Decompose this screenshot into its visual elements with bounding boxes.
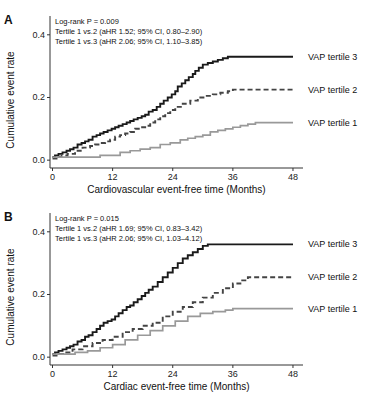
x-tick-label: 12 xyxy=(108,369,118,379)
y-tick xyxy=(47,294,50,295)
x-tick-label: 36 xyxy=(228,172,238,182)
x-tick-label: 0 xyxy=(50,369,55,379)
step-line xyxy=(53,277,293,355)
step-line xyxy=(53,244,293,354)
series-label: VAP tertile 3 xyxy=(308,52,357,62)
annotation-line: Log-rank P = 0.009 xyxy=(55,17,119,26)
series-label: VAP tertile 2 xyxy=(308,272,357,282)
x-tick xyxy=(52,168,53,171)
y-axis-label: Cumulative event rate xyxy=(5,51,16,149)
annotation-line: Log-rank P = 0.015 xyxy=(55,214,119,223)
x-tick-label: 36 xyxy=(228,369,238,379)
x-tick-label: 48 xyxy=(288,369,298,379)
x-tick-label: 24 xyxy=(168,172,178,182)
y-tick-label: 0.0 xyxy=(32,352,45,362)
x-axis-line xyxy=(50,365,303,366)
panel: 0 12 24 36 48 0.0 0.2 0.4 Cardiac event-free tim… xyxy=(4,210,357,392)
series-label: VAP tertile 2 xyxy=(308,85,357,95)
panel-label: A xyxy=(4,13,13,27)
y-tick xyxy=(47,97,50,98)
y-axis-label: Cumulative event rate xyxy=(5,248,16,346)
plot-area xyxy=(53,57,293,159)
step-line xyxy=(53,123,293,157)
x-tick xyxy=(112,365,113,368)
annotation-line: Tertile 1 vs.3 (aHR 2.06; 95% CI, 1.10–3… xyxy=(55,37,203,46)
y-tick xyxy=(47,231,50,232)
y-tick-label: 0.0 xyxy=(32,155,45,165)
y-tick-label: 0.2 xyxy=(32,289,45,299)
chart: 0 12 24 36 48 0.0 0.2 0.4 Cardiovascular event-f… xyxy=(0,0,383,401)
x-tick xyxy=(172,168,173,171)
series-label: VAP tertile 1 xyxy=(308,304,357,314)
y-tick-label: 0.4 xyxy=(32,30,45,40)
series-label: VAP tertile 1 xyxy=(308,118,357,128)
step-line xyxy=(53,90,293,159)
x-tick xyxy=(112,168,113,171)
x-tick-label: 24 xyxy=(168,369,178,379)
y-tick xyxy=(47,34,50,35)
plot-area xyxy=(53,244,293,355)
x-tick xyxy=(172,365,173,368)
y-tick-label: 0.2 xyxy=(32,92,45,102)
x-axis-label: Cardiovascular event-free time (Months) xyxy=(87,184,265,195)
x-tick xyxy=(52,365,53,368)
step-line xyxy=(53,309,293,354)
y-tick-label: 0.4 xyxy=(32,227,45,237)
x-tick-label: 48 xyxy=(288,172,298,182)
y-axis-line xyxy=(50,16,51,168)
x-tick xyxy=(292,365,293,368)
y-tick xyxy=(47,160,50,161)
panel: 0 12 24 36 48 0.0 0.2 0.4 Cardiovascular event-f… xyxy=(4,13,357,195)
annotation: Log-rank P = 0.009Tertile 1 vs.2 (aHR 1.… xyxy=(55,17,203,46)
annotation: Log-rank P = 0.015Tertile 1 vs.2 (aHR 1.… xyxy=(55,214,203,243)
x-tick xyxy=(292,168,293,171)
x-axis-line xyxy=(50,168,303,169)
annotation-line: Tertile 1 vs.3 (aHR 2.06; 95% CI, 1.03–4… xyxy=(55,234,203,243)
annotation-line: Tertile 1 vs.2 (aHR 1.69; 95% CI, 0.83–3… xyxy=(55,224,203,233)
x-tick-label: 0 xyxy=(50,172,55,182)
y-tick xyxy=(47,357,50,358)
x-axis-label: Cardiac event-free time (Months) xyxy=(103,381,249,392)
panel-label: B xyxy=(4,210,13,224)
x-tick-label: 12 xyxy=(108,172,118,182)
x-tick xyxy=(232,365,233,368)
annotation-line: Tertile 1 vs.2 (aHR 1.52; 95% CI, 0.80–2… xyxy=(55,27,203,36)
y-axis-line xyxy=(50,213,51,365)
series-label: VAP tertile 3 xyxy=(308,239,357,249)
x-tick xyxy=(232,168,233,171)
step-line xyxy=(53,57,293,157)
